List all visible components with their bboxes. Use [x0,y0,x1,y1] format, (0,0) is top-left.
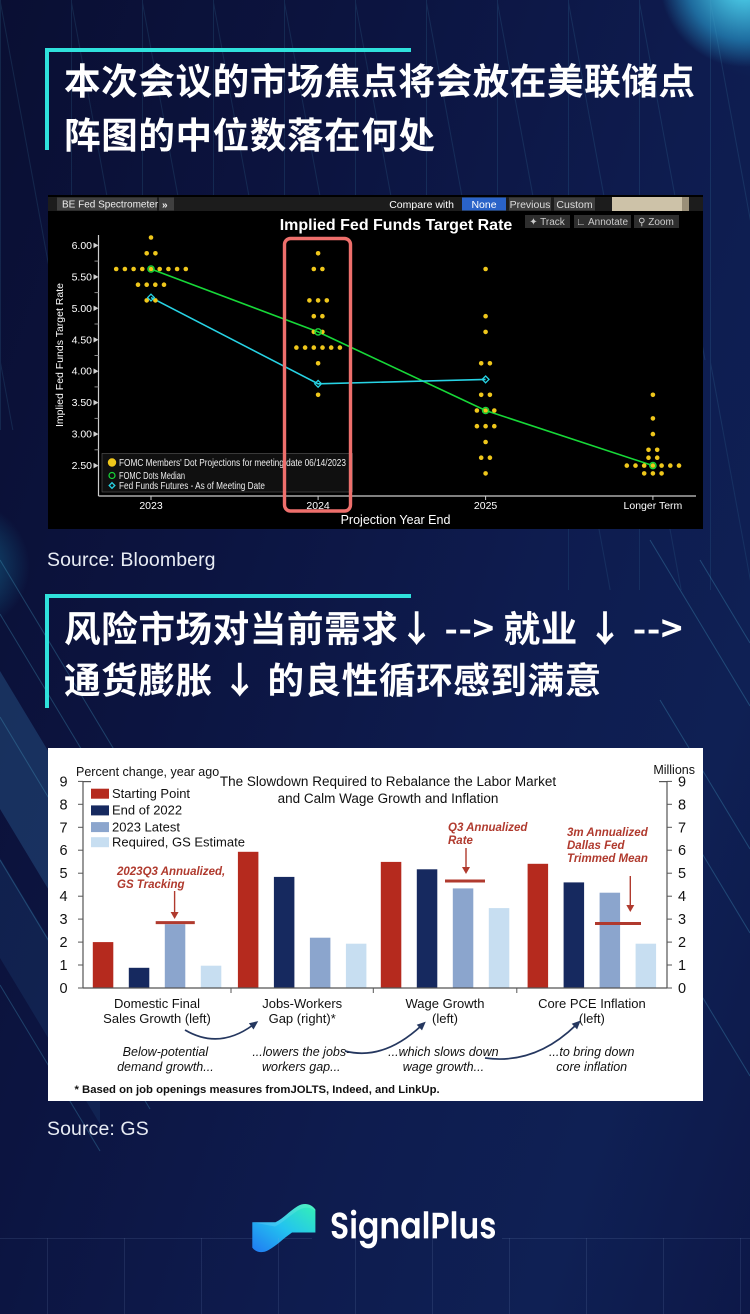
svg-text:FOMC Members' Dot Projections: FOMC Members' Dot Projections for meetin… [119,458,346,469]
svg-text:2023 Latest: 2023 Latest [112,819,180,834]
svg-text:wage growth...: wage growth... [403,1060,484,1074]
svg-text:(left): (left) [432,1011,458,1026]
svg-text:»: » [162,200,168,211]
svg-text:Rate: Rate [448,835,474,847]
svg-text:2: 2 [678,935,686,951]
svg-text:9: 9 [678,774,686,790]
svg-text:Gap (right)*: Gap (right)* [269,1011,336,1026]
svg-text:Core PCE Inflation: Core PCE Inflation [538,996,646,1011]
svg-text:0: 0 [59,981,67,997]
svg-text:4: 4 [678,889,686,905]
svg-text:Fed Funds Futures - As of Meet: Fed Funds Futures - As of Meeting Date [119,481,265,492]
svg-text:2024: 2024 [306,500,330,512]
svg-text:2.50: 2.50 [71,460,92,472]
svg-text:Longer Term: Longer Term [623,500,682,512]
svg-text:workers gap...: workers gap... [262,1060,341,1074]
svg-text:4.00: 4.00 [71,366,92,378]
svg-text:Projection Year End: Projection Year End [340,513,450,527]
svg-text:Custom: Custom [556,199,592,211]
svg-text:5.00: 5.00 [71,303,92,315]
svg-text:2023: 2023 [139,500,163,512]
svg-text:5.50: 5.50 [71,271,92,283]
svg-text:1: 1 [59,958,67,974]
svg-text:Dallas Fed: Dallas Fed [567,840,625,852]
svg-text:8: 8 [59,797,67,813]
svg-text:✦ Track: ✦ Track [529,217,566,228]
svg-text:0: 0 [678,981,686,997]
svg-text:...to bring down: ...to bring down [549,1045,635,1059]
svg-text:5: 5 [59,866,67,882]
svg-text:⚲ Zoom: ⚲ Zoom [638,217,674,228]
svg-text:Below-potential: Below-potential [123,1045,210,1059]
svg-text:demand growth...: demand growth... [117,1060,214,1074]
svg-text:Domestic Final: Domestic Final [114,996,200,1011]
svg-text:End of 2022: End of 2022 [112,803,182,818]
svg-text:4: 4 [59,889,67,905]
svg-text:2023Q3 Annualized,: 2023Q3 Annualized, [116,866,225,878]
svg-text:* Based on job openings measur: * Based on job openings measures fromJOL… [75,1084,440,1096]
svg-text:7: 7 [678,820,686,836]
svg-text:Q3 Annualized: Q3 Annualized [448,822,528,834]
svg-text:FOMC Dots Median: FOMC Dots Median [119,471,185,482]
svg-text:4.50: 4.50 [71,334,92,346]
svg-text:...which slows down: ...which slows down [388,1045,499,1059]
svg-text:and Calm Wage Growth and: and Calm Wage Growth and Inflation [278,791,499,806]
svg-text:2025: 2025 [473,500,497,512]
svg-text:Millions: Millions [653,763,695,777]
svg-text:7: 7 [59,820,67,836]
svg-text:3: 3 [59,912,67,928]
svg-text:Trimmed Mean: Trimmed Mean [567,853,648,865]
svg-text:Wage Growth: Wage Growth [406,996,485,1011]
svg-text:Required, GS Estimate: Required, GS Estimate [112,835,245,850]
svg-text:5: 5 [678,866,686,882]
svg-text:...lowers the jobs-: ...lowers the jobs- [252,1045,350,1059]
svg-text:3.50: 3.50 [71,397,92,409]
svg-text:The Slowdown Required to R: The Slowdown Required to Rebalance the L… [220,774,556,789]
svg-text:2: 2 [59,935,67,951]
svg-text:3m Annualized: 3m Annualized [567,827,649,839]
svg-text:9: 9 [59,774,67,790]
svg-text:8: 8 [678,797,686,813]
svg-text:6: 6 [59,843,67,859]
svg-text:Jobs-Workers: Jobs-Workers [262,996,342,1011]
svg-text:Implied Fed Funds Target Rate: Implied Fed Funds Target Rate [54,283,66,427]
svg-text:None: None [471,199,496,211]
svg-text:Percent change, year ago: Percent change, year ago [76,765,219,779]
svg-text:6.00: 6.00 [71,240,92,252]
svg-text:BE Fed Spectrometer: BE Fed Spectrometer [62,200,159,211]
svg-text:3.00: 3.00 [71,429,92,441]
svg-text:∟ Annotate: ∟ Annotate [575,217,627,228]
svg-text:6: 6 [678,843,686,859]
svg-text:1: 1 [678,958,686,974]
svg-text:core inflation: core inflation [556,1060,627,1074]
svg-text:Starting Point: Starting Point [112,786,190,801]
svg-text:Previous: Previous [509,199,550,211]
svg-text:(left): (left) [579,1011,605,1026]
svg-text:Implied Fed Funds Target Rate: Implied Fed Funds Target Rate [279,217,512,234]
svg-text:Sales Growth (left): Sales Growth (left) [103,1011,211,1026]
svg-text:Compare with: Compare with [389,199,454,211]
svg-text:3: 3 [678,912,686,928]
svg-text:GS Tracking: GS Tracking [117,879,185,891]
